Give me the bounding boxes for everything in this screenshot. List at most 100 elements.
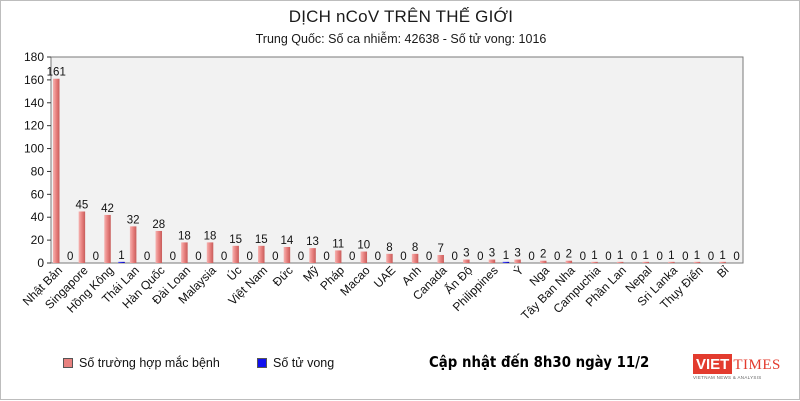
x-tick-label: Đức bbox=[270, 263, 296, 289]
data-label-deaths: 0 bbox=[631, 251, 637, 263]
data-label-deaths: 0 bbox=[528, 251, 534, 263]
data-label-deaths: 0 bbox=[221, 251, 227, 263]
bar-cases bbox=[693, 261, 701, 263]
x-tick-label: Ý bbox=[510, 263, 526, 279]
y-tick-label: 20 bbox=[31, 233, 45, 247]
bar-cases bbox=[437, 254, 444, 263]
y-tick-label: 180 bbox=[24, 50, 44, 64]
data-label-deaths: 0 bbox=[170, 251, 176, 263]
chart-title: DỊCH nCoV TRÊN THẾ GIỚI bbox=[288, 7, 514, 26]
data-label-cases: 8 bbox=[412, 242, 418, 254]
bar-deaths bbox=[502, 261, 510, 263]
logo-part-viet: VIET bbox=[693, 354, 733, 374]
update-note: Cập nhật đến 8h30 ngày 11/2 bbox=[429, 353, 650, 371]
legend-item-deaths: Số tử vong bbox=[257, 356, 334, 370]
data-label-deaths: 0 bbox=[375, 251, 381, 263]
data-label-deaths: 0 bbox=[246, 251, 252, 263]
x-tick-label: UAE bbox=[371, 263, 398, 290]
bar-cases bbox=[155, 230, 163, 263]
data-label-deaths: 0 bbox=[657, 251, 663, 263]
data-label-cases: 7 bbox=[437, 243, 443, 255]
bar-cases bbox=[642, 261, 649, 263]
x-tick-label: Macao bbox=[337, 263, 373, 299]
data-label-cases: 2 bbox=[540, 249, 546, 261]
data-label-deaths: 0 bbox=[323, 251, 329, 263]
data-label-cases: 161 bbox=[47, 67, 66, 79]
data-label-cases: 1 bbox=[668, 250, 674, 262]
bar-cases bbox=[78, 211, 86, 263]
data-label-deaths: 0 bbox=[195, 251, 201, 263]
legend-swatch-cases bbox=[63, 358, 73, 368]
data-label-cases: 18 bbox=[204, 230, 217, 242]
bar-cases bbox=[104, 214, 111, 263]
y-tick-label: 140 bbox=[24, 96, 44, 110]
data-label-cases: 45 bbox=[75, 200, 88, 212]
logo-tagline: VIETNAM NEWS & ANALYSIS bbox=[693, 375, 762, 380]
bar-cases bbox=[206, 242, 214, 263]
data-label-deaths: 0 bbox=[451, 251, 457, 263]
chart-subtitle: Trung Quốc: Số ca nhiễm: 42638 - Số tử v… bbox=[255, 32, 547, 46]
logo-part-times: TIMES bbox=[733, 357, 781, 373]
bar-cases bbox=[283, 246, 291, 263]
data-label-deaths: 0 bbox=[580, 251, 586, 263]
y-tick-label: 100 bbox=[24, 142, 44, 156]
bar-cases bbox=[181, 242, 188, 263]
data-label-cases: 3 bbox=[489, 248, 495, 260]
data-label-cases: 14 bbox=[281, 235, 294, 247]
data-label-deaths: 0 bbox=[733, 251, 739, 263]
data-label-deaths: 0 bbox=[554, 251, 560, 263]
data-label-cases: 32 bbox=[127, 214, 140, 226]
bar-cases bbox=[411, 253, 419, 263]
data-label-deaths: 0 bbox=[426, 251, 432, 263]
bar-cases bbox=[463, 259, 470, 263]
bar-cases bbox=[386, 253, 393, 263]
data-label-cases: 3 bbox=[514, 248, 520, 260]
data-label-cases: 15 bbox=[229, 234, 242, 246]
y-tick-label: 40 bbox=[31, 210, 45, 224]
y-tick-label: 60 bbox=[31, 187, 45, 201]
data-label-cases: 13 bbox=[306, 236, 319, 248]
data-label-cases: 28 bbox=[152, 219, 165, 231]
bar-cases bbox=[488, 259, 496, 263]
viettimes-logo: VIET TIMES VIETNAM NEWS & ANALYSIS bbox=[693, 354, 781, 380]
data-label-cases: 15 bbox=[255, 234, 268, 246]
bar-deaths bbox=[118, 261, 125, 263]
bar-cases bbox=[565, 260, 573, 263]
bar-cases bbox=[719, 261, 726, 263]
data-label-deaths: 0 bbox=[400, 251, 406, 263]
data-label-deaths: 1 bbox=[118, 250, 124, 262]
bar-cases bbox=[129, 226, 137, 263]
data-label-cases: 42 bbox=[101, 203, 114, 215]
data-label-deaths: 0 bbox=[272, 251, 278, 263]
legend-label-deaths: Số tử vong bbox=[273, 356, 335, 370]
bar-cases bbox=[309, 248, 316, 263]
bar-cases bbox=[668, 261, 675, 263]
x-tick-label: Úc bbox=[224, 263, 245, 284]
legend-label-cases: Số trường hợp mắc bệnh bbox=[79, 356, 220, 370]
y-tick-label: 0 bbox=[37, 256, 44, 270]
bar-cases bbox=[591, 261, 598, 263]
data-label-cases: 10 bbox=[357, 240, 370, 252]
data-label-deaths: 0 bbox=[349, 251, 355, 263]
y-tick-label: 80 bbox=[31, 164, 45, 178]
data-label-cases: 2 bbox=[566, 249, 572, 261]
data-label-cases: 1 bbox=[617, 250, 623, 262]
data-label-deaths: 0 bbox=[144, 251, 150, 263]
data-label-deaths: 0 bbox=[477, 251, 483, 263]
data-label-cases: 18 bbox=[178, 230, 191, 242]
y-tick-label: 120 bbox=[24, 119, 44, 133]
bar-cases bbox=[232, 245, 239, 263]
bar-cases bbox=[258, 245, 265, 263]
data-label-deaths: 0 bbox=[708, 251, 714, 263]
data-label-cases: 3 bbox=[463, 248, 469, 260]
bar-cases bbox=[616, 261, 624, 263]
bar-cases bbox=[53, 78, 60, 263]
data-label-cases: 11 bbox=[332, 238, 344, 250]
data-label-cases: 1 bbox=[694, 250, 700, 262]
data-label-deaths: 0 bbox=[93, 251, 99, 263]
bar-cases bbox=[539, 260, 547, 263]
data-label-deaths: 0 bbox=[298, 251, 304, 263]
plot-area bbox=[50, 56, 744, 264]
